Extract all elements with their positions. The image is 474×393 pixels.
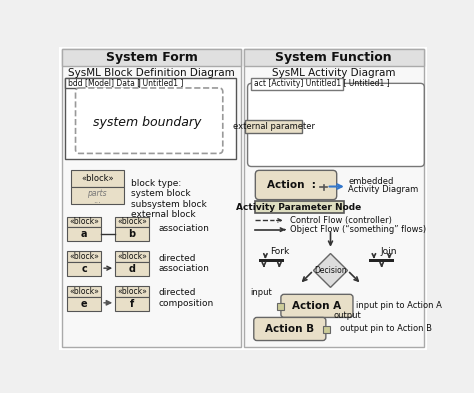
Text: input: input bbox=[251, 288, 273, 297]
Text: association: association bbox=[158, 224, 210, 233]
Text: ...: ... bbox=[93, 195, 101, 204]
Text: a: a bbox=[81, 229, 87, 239]
Bar bbox=[71, 187, 124, 204]
Text: block type:
system block
subsystem block
external block: block type: system block subsystem block… bbox=[131, 179, 207, 219]
Bar bbox=[115, 262, 149, 276]
FancyBboxPatch shape bbox=[247, 83, 424, 167]
Text: Action A: Action A bbox=[292, 301, 341, 311]
Bar bbox=[277, 303, 284, 310]
Text: c: c bbox=[81, 264, 87, 274]
Text: external parameter: external parameter bbox=[233, 122, 315, 131]
Text: Activity Diagram: Activity Diagram bbox=[348, 185, 419, 194]
Bar bbox=[65, 78, 139, 88]
Text: «block»: «block» bbox=[69, 217, 99, 226]
Text: parts: parts bbox=[87, 189, 107, 198]
Polygon shape bbox=[313, 253, 347, 287]
Bar bbox=[115, 227, 149, 241]
Bar bbox=[67, 217, 101, 227]
Bar bbox=[67, 227, 101, 241]
Text: System Function: System Function bbox=[275, 51, 392, 64]
Text: Join: Join bbox=[380, 247, 397, 256]
Bar bbox=[115, 251, 149, 262]
Text: Control Flow (controller): Control Flow (controller) bbox=[290, 216, 392, 225]
Bar bbox=[71, 170, 124, 187]
Text: output: output bbox=[334, 311, 361, 320]
Text: e: e bbox=[81, 299, 87, 309]
Text: Action B: Action B bbox=[265, 324, 314, 334]
Text: System Form: System Form bbox=[106, 51, 197, 64]
Text: system boundary: system boundary bbox=[92, 116, 201, 129]
Text: directed
composition: directed composition bbox=[158, 288, 214, 308]
Text: embedded: embedded bbox=[348, 177, 394, 186]
Text: bdd [Model] Data [ Untitled1 ]: bdd [Model] Data [ Untitled1 ] bbox=[68, 79, 183, 88]
Bar bbox=[115, 297, 149, 310]
Text: «block»: «block» bbox=[117, 252, 147, 261]
Bar bbox=[255, 201, 344, 213]
Text: f: f bbox=[130, 299, 134, 309]
Text: Action  :: Action : bbox=[267, 180, 316, 190]
FancyBboxPatch shape bbox=[281, 294, 353, 318]
Bar bbox=[244, 50, 424, 347]
Text: Activity Parameter Node: Activity Parameter Node bbox=[237, 203, 362, 212]
Text: act [Activity] Untitled1 [ Untitled1 ]: act [Activity] Untitled1 [ Untitled1 ] bbox=[254, 79, 390, 88]
Text: «block»: «block» bbox=[81, 174, 114, 183]
Text: SysML Activity Diagram: SysML Activity Diagram bbox=[272, 68, 395, 77]
Bar bbox=[67, 297, 101, 310]
Text: output pin to Action B: output pin to Action B bbox=[340, 325, 432, 334]
FancyBboxPatch shape bbox=[75, 88, 223, 153]
Bar bbox=[65, 78, 236, 159]
Bar bbox=[67, 262, 101, 276]
Text: directed
association: directed association bbox=[158, 254, 210, 273]
Bar bbox=[244, 50, 424, 66]
Text: «block»: «block» bbox=[117, 287, 147, 296]
Bar bbox=[323, 326, 330, 333]
Text: «block»: «block» bbox=[69, 287, 99, 296]
Text: «block»: «block» bbox=[69, 252, 99, 261]
Text: «block»: «block» bbox=[117, 217, 147, 226]
Bar bbox=[62, 50, 241, 66]
Bar bbox=[115, 286, 149, 297]
FancyBboxPatch shape bbox=[254, 318, 326, 340]
Text: Decision: Decision bbox=[314, 266, 347, 275]
Bar bbox=[369, 259, 394, 262]
Bar bbox=[259, 259, 284, 262]
Text: d: d bbox=[128, 264, 136, 274]
Bar bbox=[62, 50, 241, 347]
Text: SysML Block Definition Diagram: SysML Block Definition Diagram bbox=[68, 68, 235, 77]
Text: Object Flow (“something” flows): Object Flow (“something” flows) bbox=[290, 225, 426, 234]
Bar bbox=[245, 120, 302, 132]
Bar bbox=[115, 217, 149, 227]
Bar bbox=[67, 251, 101, 262]
Text: Fork: Fork bbox=[270, 247, 289, 256]
Bar bbox=[67, 286, 101, 297]
Text: input pin to Action A: input pin to Action A bbox=[356, 301, 442, 310]
Text: b: b bbox=[128, 229, 136, 239]
FancyBboxPatch shape bbox=[255, 170, 337, 200]
Bar bbox=[251, 78, 343, 90]
